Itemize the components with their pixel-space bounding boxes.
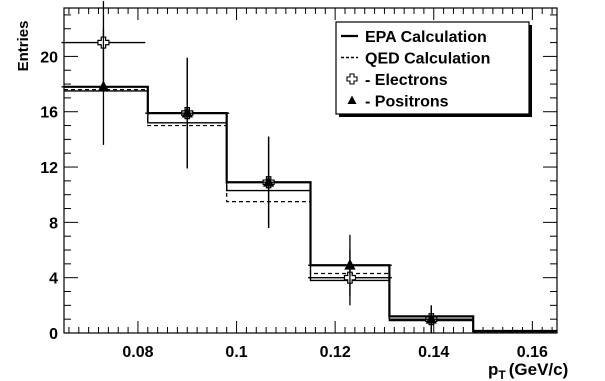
x-tick-label: 0.08 <box>122 344 153 361</box>
series-3-point-3 <box>308 234 392 296</box>
x-tick-label: 0.16 <box>517 344 548 361</box>
y-axis-title: Entries <box>15 21 32 72</box>
x-axis-title-unit: (GeV/c) <box>509 360 569 379</box>
filled-triangle-marker <box>181 106 193 118</box>
x-axis-title: pT (GeV/c) <box>488 360 568 381</box>
y-tick-label: 16 <box>40 105 58 122</box>
legend: EPA Calculation QED Calculation - Electron… <box>335 21 532 117</box>
legend-swatch-3 <box>347 95 357 104</box>
y-tick-label: 20 <box>40 49 58 66</box>
y-tick-label: 4 <box>49 271 58 288</box>
x-axis-title-main: p <box>488 360 498 379</box>
legend-swatch-2 <box>346 73 358 85</box>
y-tick-label: 12 <box>40 160 58 177</box>
axis-layer: 0.08 0.1 0.12 0.14 0.16 0 4 8 12 16 20 <box>40 7 558 361</box>
series-3-point-1 <box>145 57 230 169</box>
legend-label-1: QED Calculation <box>365 51 490 68</box>
series-3-point-2 <box>226 136 311 228</box>
series-3-point-4 <box>389 305 474 333</box>
plot-frame <box>63 7 558 334</box>
filled-triangle-marker <box>97 80 110 92</box>
series-3-point-0 <box>61 28 146 145</box>
series-1-step-line <box>64 88 557 333</box>
x-axis-title-subscript: T <box>498 368 506 381</box>
legend-label-3: - Positrons <box>365 94 449 111</box>
series-0-step-lower-line <box>64 90 557 333</box>
x-tick-label: 0.14 <box>418 344 449 361</box>
legend-label-0: EPA Calculation <box>365 29 487 46</box>
legend-box <box>335 21 530 115</box>
filled-triangle-marker <box>262 175 275 187</box>
x-tick-label: 0.12 <box>320 344 351 361</box>
legend-label-2: - Electrons <box>365 72 448 89</box>
filled-triangle-marker <box>344 258 356 270</box>
y-tick-label: 8 <box>49 215 58 232</box>
filled-triangle-marker <box>425 312 437 324</box>
y-tick-label: 0 <box>49 326 58 343</box>
plot-layer <box>61 1 557 333</box>
x-tick-label: 0.1 <box>225 344 247 361</box>
